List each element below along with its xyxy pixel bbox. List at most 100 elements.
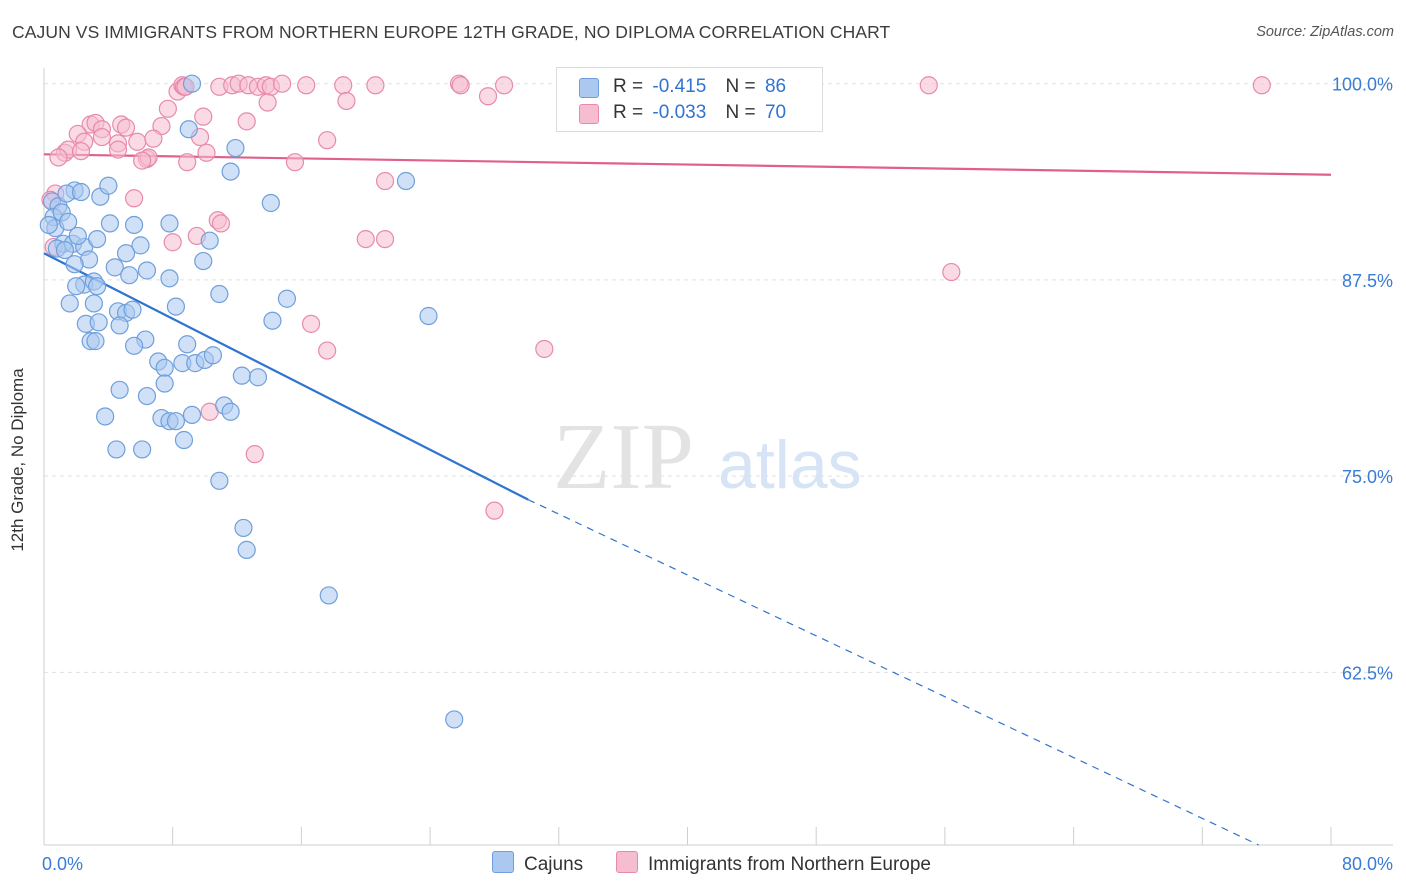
cajun-legend-swatch [492,851,514,873]
cajun-trend-line [43,252,529,501]
cajun-point [234,518,253,538]
cajun-point [68,226,87,246]
immigrant-point [535,339,554,359]
cajun-point [67,277,86,296]
cajun-point [179,120,198,139]
cajun-point [110,380,129,399]
cajun-point [123,300,142,319]
immigrant-point [128,132,147,151]
immigrant-swatch [579,104,599,124]
trend-lines [43,153,1332,846]
immigrant-point [318,131,337,150]
x-tick-label-min: 0.0% [42,854,83,874]
cajun-point [39,215,58,235]
cajun-point [89,313,108,332]
immigrant-point [451,76,470,95]
cajun-r-value: -0.415 [652,76,707,97]
immigrant-point [133,151,152,170]
immigrant-point [297,76,316,95]
immigrant-point [178,153,197,172]
immigrant-point [1252,76,1271,95]
watermark-zip: ZIP [553,405,694,509]
cajun-n-value: 86 [764,76,787,97]
immigrant-point [285,153,305,172]
cajun-point [55,240,75,260]
cajun-point [160,269,179,288]
cajun-point [87,229,107,249]
cajun-point [84,294,103,313]
x-tick-label-max: 80.0% [1342,854,1393,874]
cajun-point [221,162,240,181]
cajun-point [210,471,229,490]
chart-title: CAJUN VS IMMIGRANTS FROM NORTHERN EUROPE… [12,22,891,42]
cajun-point [248,368,268,387]
immigrant-point [144,129,163,148]
immigrant-point [366,76,385,95]
cajun-point [226,138,245,158]
legend-item-immigrants[interactable]: Immigrants from Northern Europe [616,851,931,876]
cajun-point [116,244,136,263]
cajun-point [182,405,202,425]
cajun-point [133,440,152,459]
immigrant-point [375,229,395,249]
immigrant-point [245,445,264,464]
cajun-point [210,284,229,304]
immigrant-point [92,127,112,147]
cajun-r-label: R = [613,76,644,97]
cajun-point [319,586,338,605]
cajun-point [221,402,240,421]
immigrant-point [71,142,91,161]
immigrant-point [49,148,68,167]
cajun-point [182,74,202,93]
cajun-point [120,266,139,285]
cajun-point [71,182,91,202]
immigrant-point [194,107,213,126]
axes [43,68,1393,846]
cajun-point [96,407,115,426]
y-tick-label: 100.0% [1332,75,1393,95]
y-tick-label: 75.0% [1342,467,1393,487]
stats-legend: R = -0.415 N = 86 R = -0.033 N = 70 [556,67,823,132]
cajun-point [124,215,144,235]
watermark-atlas: atlas [718,427,862,503]
cajun-point [155,374,174,393]
cajun-point [131,236,150,255]
legend-item-cajuns[interactable]: Cajuns [492,851,583,876]
source-label: Source: ZipAtlas.com [1256,24,1394,40]
immigrant-legend-label: Immigrants from Northern Europe [648,854,931,875]
immigrant-point [158,99,177,118]
immigrant-point [116,118,136,137]
watermark: ZIP atlas [553,405,862,509]
immigrant-point [258,93,277,112]
cajun-point [203,346,223,365]
cajun-point [155,358,174,377]
cajun-point [396,171,416,191]
immigrant-trend-line [43,153,1332,176]
scatter-points [39,74,1271,729]
cajun-point [100,214,120,233]
immigrant-n-label: N = [725,102,756,123]
immigrant-point [495,76,514,95]
cajun-point [166,297,186,316]
immigrant-point [375,171,395,191]
axis-tick-labels: 100.0% 87.5% 75.0% 62.5% 0.0% 80.0% [42,75,1393,874]
cajun-point [160,214,179,233]
cajun-point [87,277,107,296]
cajun-point [200,231,219,250]
immigrant-point [163,233,182,252]
cajun-point [137,386,157,406]
cajun-point [59,212,78,231]
cajun-point [137,261,157,280]
cajun-legend-label: Cajuns [524,854,584,875]
cajun-point [174,430,194,450]
cajun-point [261,193,280,213]
cajun-swatch [579,78,599,98]
cajun-point [99,176,118,195]
immigrant-r-value: -0.033 [652,102,707,123]
immigrant-point [301,314,321,333]
immigrant-point [942,262,961,282]
cajun-point [419,306,438,326]
y-axis-label: 12th Grade, No Diploma [8,368,27,552]
immigrant-point [337,91,356,111]
